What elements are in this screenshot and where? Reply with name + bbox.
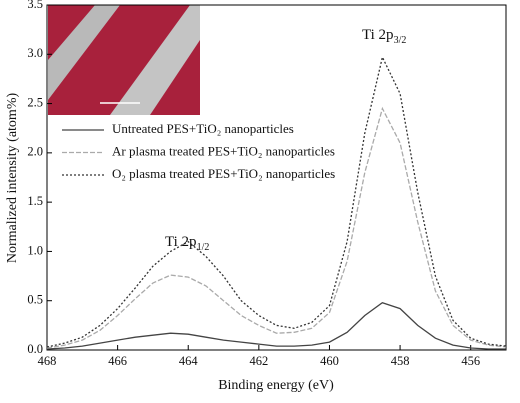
plot-frame: [46, 4, 507, 351]
inset-fibers: [48, 5, 200, 115]
peak-label: Ti 2p1/2: [165, 234, 209, 253]
x-tick-label: 460: [320, 354, 339, 368]
legend-label: Untreated PES+TiO₂ nanoparticles: [112, 121, 294, 136]
y-tick-label: 1.5: [27, 194, 43, 208]
y-axis-label: Normalized intensity (atom%): [5, 93, 20, 264]
x-axis-label: Binding energy (eV): [218, 378, 334, 393]
x-tick-label: 466: [108, 354, 127, 368]
legend-label: O₂ plasma treated PES+TiO₂ nanoparticles: [112, 166, 335, 181]
peak-label-sub: 3/2: [394, 35, 407, 46]
data-line: [46, 301, 506, 350]
y-tick-label: 3.5: [27, 0, 43, 11]
x-tick-label: 456: [461, 354, 480, 368]
x-tick-label: 464: [179, 354, 199, 368]
y-tick-label: 0.5: [27, 293, 43, 307]
peak-label: Ti 2p3/2: [362, 27, 406, 46]
peak-label-main: Ti 2p: [165, 234, 197, 250]
legend-label: Ar plasma treated PES+TiO₂ nanoparticles: [112, 143, 335, 158]
y-tick-label: 2.5: [27, 95, 43, 109]
y-tick-label: 0.0: [27, 342, 43, 356]
y-tick-label: 2.0: [27, 145, 43, 159]
x-tick-label: 462: [249, 354, 268, 368]
x-tick-label: 468: [38, 354, 57, 368]
data-line: [46, 55, 507, 348]
data-line: [46, 106, 507, 349]
x-tick-label: 458: [391, 354, 410, 368]
y-tick-label: 1.0: [27, 243, 43, 257]
peak-label-sub: 1/2: [197, 242, 210, 253]
peak-label-main: Ti 2p: [362, 27, 394, 43]
y-tick-label: 3.0: [27, 46, 43, 60]
